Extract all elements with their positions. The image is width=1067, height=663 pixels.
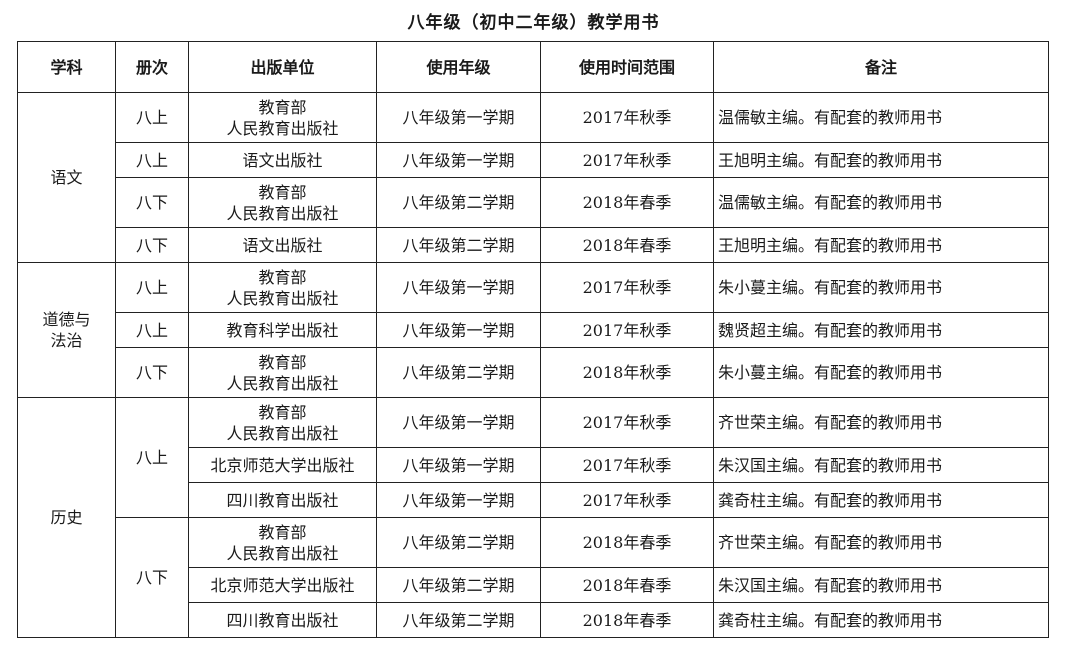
publisher-cell: 语文出版社 [188,142,377,178]
grade-cell: 八年级第二学期 [376,602,541,638]
table-row: 历史 八上 教育部 人民教育出版社 八年级第一学期 2017年秋季 齐世荣主编。有配套的教… [17,397,1049,638]
table-row: 八下 教育部 人民教育出版社 八年级第二学期 2018年春季 温儒敏主编。有配套的教师用… [18,177,1049,228]
grade-cell: 八年级第一学期 [376,447,541,483]
grade-cell: 八年级第一学期 [376,312,541,348]
note-cell: 王旭明主编。有配套的教师用书 [713,227,1049,263]
textbook-table: 学科 册次 出版单位 使用年级 使用时间范围 备注 语文 八上 教育部 人民教育出版社 八年级第… [17,41,1049,638]
period-cell: 2017年秋季 [540,397,714,448]
volume-cell: 八上 [115,92,189,143]
note-cell: 齐世荣主编。有配套的教师用书 [713,517,1049,568]
table-row: 八下 教育部 人民教育出版社 八年级第二学期 2018年春季 齐世荣主编。有配套的教师用… [18,517,1049,638]
note-cell: 齐世荣主编。有配套的教师用书 [713,397,1049,448]
header-row: 学科 册次 出版单位 使用年级 使用时间范围 备注 [17,41,1049,93]
period-cell: 2018年春季 [540,602,714,638]
note-cell: 温儒敏主编。有配套的教师用书 [713,177,1049,228]
publisher-cell: 北京师范大学出版社 [188,567,377,603]
note-cell: 朱小蔓主编。有配套的教师用书 [713,347,1049,398]
table-row: 道德与 法治 八上 教育部 人民教育出版社 八年级第一学期 2017年秋季 朱小蔓主编。有… [17,262,1049,398]
publisher-cell: 四川教育出版社 [188,482,377,518]
note-cell: 朱小蔓主编。有配套的教师用书 [713,262,1049,313]
period-cell: 2018年春季 [540,177,714,228]
subject-cell: 道德与 法治 [17,262,116,398]
volume-cell: 八下 [115,347,189,398]
publisher-cell: 教育部 人民教育出版社 [188,397,377,448]
grade-cell: 八年级第二学期 [376,347,541,398]
note-cell: 龚奇柱主编。有配套的教师用书 [713,482,1049,518]
volume-cell: 八下 [115,177,189,228]
table-row: 语文 八上 教育部 人民教育出版社 八年级第一学期 2017年秋季 温儒敏主编。有配套的教… [17,92,1049,263]
period-cell: 2017年秋季 [540,142,714,178]
volume-cell: 八下 [115,517,189,638]
note-cell: 龚奇柱主编。有配套的教师用书 [713,602,1049,638]
header-subject: 学科 [17,41,116,93]
grade-cell: 八年级第二学期 [376,517,541,568]
volume-cell: 八上 [115,312,189,348]
page-title: 八年级（初中二年级）教学用书 [407,13,660,33]
volume-cell: 八下 [115,227,189,263]
period-cell: 2018年春季 [540,517,714,568]
publisher-cell: 语文出版社 [188,227,377,263]
grade-cell: 八年级第二学期 [376,227,541,263]
grade-cell: 八年级第一学期 [376,262,541,313]
table-row: 四川教育出版社 八年级第一学期 2017年秋季 龚奇柱主编。有配套的教师用书 [18,482,1049,518]
grade-cell: 八年级第一学期 [376,92,541,143]
volume-cell: 八上 [115,262,189,313]
header-period: 使用时间范围 [540,41,714,93]
note-cell: 朱汉国主编。有配套的教师用书 [713,567,1049,603]
subject-cell: 历史 [17,397,116,638]
table-row: 八下 语文出版社 八年级第二学期 2018年春季 王旭明主编。有配套的教师用书 [18,227,1049,263]
subject-cell: 语文 [17,92,116,263]
grade-cell: 八年级第二学期 [376,177,541,228]
header-publisher: 出版单位 [188,41,377,93]
table-row: 北京师范大学出版社 八年级第二学期 2018年春季 朱汉国主编。有配套的教师用书 [18,567,1049,603]
publisher-cell: 教育部 人民教育出版社 [188,177,377,228]
table-row: 八上 语文出版社 八年级第一学期 2017年秋季 王旭明主编。有配套的教师用书 [18,142,1049,178]
volume-cell: 八上 [115,142,189,178]
period-cell: 2018年春季 [540,227,714,263]
header-grade: 使用年级 [376,41,541,93]
publisher-cell: 北京师范大学出版社 [188,447,377,483]
table-row: 八上 教育科学出版社 八年级第一学期 2017年秋季 魏贤超主编。有配套的教师用书 [18,312,1049,348]
period-cell: 2018年春季 [540,567,714,603]
volume-cell: 八上 [115,397,189,518]
note-cell: 王旭明主编。有配套的教师用书 [713,142,1049,178]
period-cell: 2017年秋季 [540,447,714,483]
table-row: 八下 教育部 人民教育出版社 八年级第二学期 2018年秋季 朱小蔓主编。有配套的教师用… [18,347,1049,398]
note-cell: 朱汉国主编。有配套的教师用书 [713,447,1049,483]
header-note: 备注 [713,41,1049,93]
period-cell: 2017年秋季 [540,312,714,348]
grade-cell: 八年级第一学期 [376,397,541,448]
note-cell: 魏贤超主编。有配套的教师用书 [713,312,1049,348]
publisher-cell: 教育科学出版社 [188,312,377,348]
table-row: 北京师范大学出版社 八年级第一学期 2017年秋季 朱汉国主编。有配套的教师用书 [18,447,1049,483]
table-row: 四川教育出版社 八年级第二学期 2018年春季 龚奇柱主编。有配套的教师用书 [18,602,1049,638]
period-cell: 2018年秋季 [540,347,714,398]
period-cell: 2017年秋季 [540,262,714,313]
publisher-cell: 四川教育出版社 [188,602,377,638]
grade-cell: 八年级第二学期 [376,567,541,603]
grade-cell: 八年级第一学期 [376,482,541,518]
period-cell: 2017年秋季 [540,482,714,518]
publisher-cell: 教育部 人民教育出版社 [188,92,377,143]
header-volume: 册次 [115,41,189,93]
period-cell: 2017年秋季 [540,92,714,143]
publisher-cell: 教育部 人民教育出版社 [188,517,377,568]
grade-cell: 八年级第一学期 [376,142,541,178]
note-cell: 温儒敏主编。有配套的教师用书 [713,92,1049,143]
publisher-cell: 教育部 人民教育出版社 [188,347,377,398]
publisher-cell: 教育部 人民教育出版社 [188,262,377,313]
